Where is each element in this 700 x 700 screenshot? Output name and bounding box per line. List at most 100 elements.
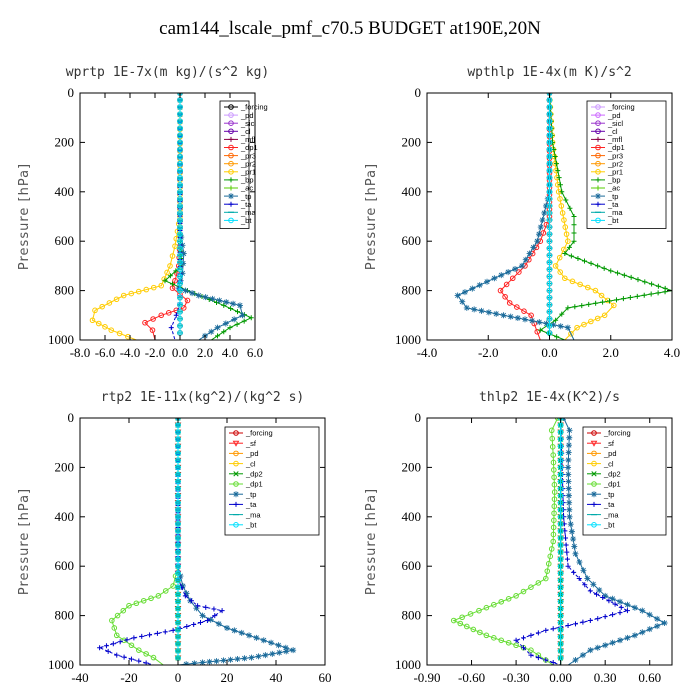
series-marker <box>162 588 169 594</box>
series-marker <box>234 656 241 663</box>
series-marker <box>551 510 557 517</box>
legend-marker <box>228 201 234 207</box>
series-marker <box>534 328 541 335</box>
legend-marker <box>233 471 239 477</box>
legend-entry: _pr2 <box>591 159 623 168</box>
x-tick-label: -0.60 <box>458 670 485 685</box>
series-marker <box>175 549 181 555</box>
series-marker <box>611 302 617 309</box>
series-marker <box>546 160 553 167</box>
series-marker <box>557 591 564 598</box>
series-marker <box>546 111 553 117</box>
legend-marker <box>233 450 239 457</box>
series-marker <box>537 327 543 333</box>
series-marker <box>491 601 497 608</box>
series-marker <box>568 331 574 337</box>
series-marker <box>459 298 466 305</box>
series-marker <box>203 604 209 610</box>
series-marker <box>571 569 577 575</box>
series-marker <box>175 535 181 541</box>
series-marker <box>234 321 240 327</box>
series-marker <box>477 629 483 636</box>
series-marker <box>498 637 505 644</box>
series-marker <box>551 503 558 510</box>
series-marker <box>528 632 534 638</box>
series-marker <box>546 231 553 237</box>
series-marker <box>169 253 176 259</box>
series-marker <box>617 598 624 605</box>
legend-entry: _dp1 <box>229 480 263 489</box>
series-marker <box>601 265 607 271</box>
series-marker <box>577 281 583 288</box>
series-marker <box>612 601 618 607</box>
series-marker <box>557 563 564 570</box>
series-marker <box>484 278 491 285</box>
series-marker <box>565 492 572 499</box>
series-marker <box>175 514 181 520</box>
series-marker <box>550 538 557 545</box>
series-marker <box>546 189 553 195</box>
series-marker <box>177 573 184 580</box>
series-marker <box>565 238 571 244</box>
series-marker <box>556 254 563 261</box>
y-tick-label: 400 <box>55 184 75 199</box>
legend-entry: _tp <box>591 192 618 201</box>
series-marker <box>565 305 571 311</box>
series-marker <box>95 320 102 327</box>
series-marker <box>165 310 172 316</box>
series-marker <box>172 243 178 249</box>
plot-area <box>89 93 254 340</box>
series-marker <box>571 214 577 219</box>
legend-label: _bt <box>240 216 252 225</box>
legend-label: _forcing <box>603 429 631 438</box>
series-marker <box>609 595 616 602</box>
legend-label: _pr2 <box>240 159 256 168</box>
series-marker <box>579 652 586 659</box>
series-marker <box>248 654 255 661</box>
legend-marker <box>595 152 601 159</box>
legend-entry: _cl <box>587 459 614 468</box>
series-marker <box>184 623 190 629</box>
series-marker <box>97 645 103 651</box>
series-marker <box>594 315 601 322</box>
legend-entry: _ma <box>587 510 619 519</box>
series-marker <box>253 634 260 641</box>
series-marker <box>110 641 116 647</box>
series-marker <box>552 263 559 269</box>
series-marker <box>546 266 553 273</box>
legend-label: _tp <box>245 490 256 499</box>
series-marker <box>175 450 181 457</box>
series-marker <box>654 623 661 630</box>
series-marker <box>209 295 216 302</box>
legend-marker <box>228 177 234 183</box>
series-marker <box>596 587 603 594</box>
series-marker <box>191 621 197 627</box>
series-marker <box>170 583 176 589</box>
series-marker <box>557 535 564 541</box>
legend-entry: _dp2 <box>587 470 621 479</box>
series-marker <box>177 118 183 125</box>
series-marker <box>175 556 181 562</box>
series-marker <box>175 528 181 534</box>
legend-entry: _mfl <box>591 135 623 144</box>
legend-entry: _dp1 <box>591 143 625 152</box>
series-marker <box>124 637 130 643</box>
x-tick-label: -2.0 <box>145 345 166 360</box>
series-marker <box>183 661 190 665</box>
series-marker <box>572 621 578 627</box>
series-marker <box>175 648 181 654</box>
legend-entry: _ta <box>229 500 257 509</box>
legend-entry: _pr3 <box>224 151 256 160</box>
series-marker <box>450 617 457 624</box>
series-marker <box>557 549 564 555</box>
legend-label: _mfl <box>240 135 256 144</box>
series-marker <box>546 273 553 280</box>
legend-entry: _dp1 <box>587 480 621 489</box>
axes-frame <box>79 417 326 666</box>
legend-entry: _bp <box>591 176 621 185</box>
legend-entry: _forcing <box>591 103 635 112</box>
series-marker <box>551 489 558 495</box>
axes-frame <box>426 417 673 666</box>
series-marker <box>177 132 183 139</box>
